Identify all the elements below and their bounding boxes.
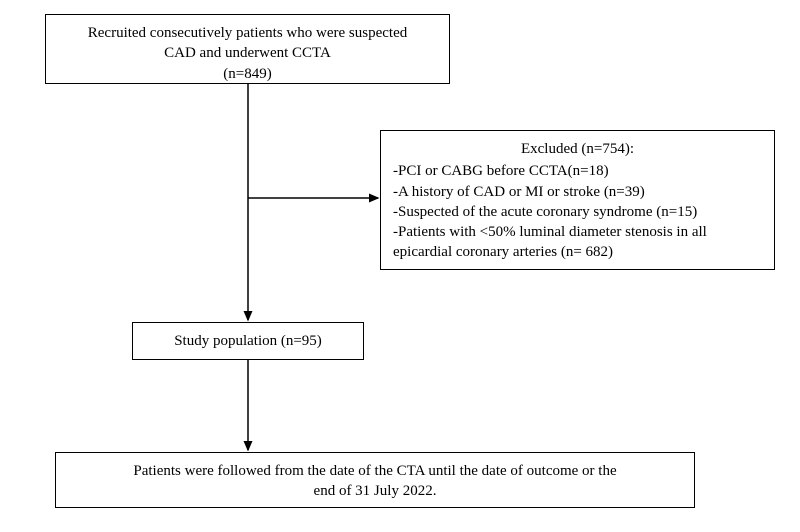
population-text: Study population (n=95) xyxy=(174,331,322,351)
excluded-title: Excluded (n=754): xyxy=(393,139,762,161)
flow-box-followed: Patients were followed from the date of … xyxy=(55,452,695,508)
excluded-item-4: -Patients with <50% luminal diameter ste… xyxy=(393,222,762,242)
excluded-item-5: epicardial coronary arteries (n= 682) xyxy=(393,242,762,262)
recruit-line-2: CAD and underwent CCTA xyxy=(58,43,437,63)
flow-box-population: Study population (n=95) xyxy=(132,322,364,360)
excluded-item-1: -PCI or CABG before CCTA(n=18) xyxy=(393,161,762,181)
excluded-item-3: -Suspected of the acute coronary syndrom… xyxy=(393,202,762,222)
flow-box-recruit: Recruited consecutively patients who wer… xyxy=(45,14,450,84)
followed-line-2: end of 31 July 2022. xyxy=(68,481,682,501)
recruit-line-1: Recruited consecutively patients who wer… xyxy=(58,23,437,43)
excluded-item-2: -A history of CAD or MI or stroke (n=39) xyxy=(393,182,762,202)
recruit-line-3: (n=849) xyxy=(58,64,437,84)
flow-box-excluded: Excluded (n=754): -PCI or CABG before CC… xyxy=(380,130,775,270)
followed-line-1: Patients were followed from the date of … xyxy=(68,461,682,481)
